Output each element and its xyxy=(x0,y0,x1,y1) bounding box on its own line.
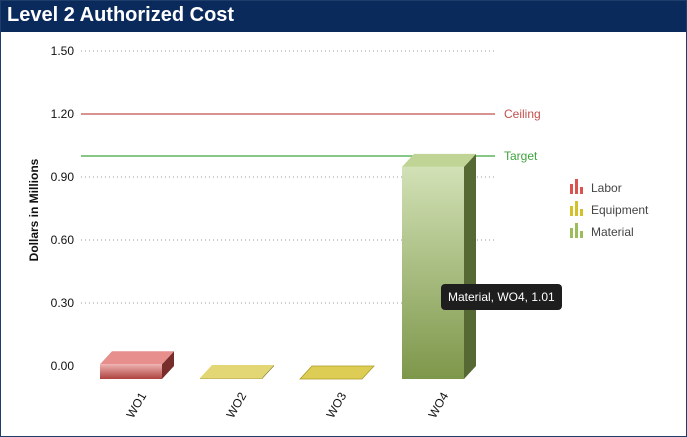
reference-line-label: Target xyxy=(504,149,538,163)
legend-swatch-bar xyxy=(570,206,573,216)
chart-title: Level 2 Authorized Cost xyxy=(7,4,235,26)
y-tick-label: 1.20 xyxy=(51,107,75,121)
bar-side xyxy=(162,351,174,379)
legend-swatch-bar xyxy=(580,209,583,216)
bar-equipment-wo2 xyxy=(200,377,262,379)
bar-top xyxy=(200,364,274,378)
legend-swatch-bar xyxy=(575,201,578,216)
bar-side xyxy=(464,153,476,379)
x-tick-label: WO2 xyxy=(223,390,249,421)
y-tick-label: 0.30 xyxy=(51,296,75,310)
bar-top xyxy=(299,365,375,380)
bar-top xyxy=(402,153,476,167)
legend-swatch-bar xyxy=(575,179,578,194)
bar-material-wo4 xyxy=(402,166,464,379)
legend-label: Material xyxy=(591,225,634,239)
y-tick-label: 0.00 xyxy=(51,359,75,373)
chart-tooltip: Material, WO4, 1.01 xyxy=(441,284,562,310)
y-axis-label: Dollars in Millions xyxy=(27,158,41,261)
legend-label: Labor xyxy=(591,181,622,195)
legend-swatch-bar xyxy=(570,228,573,238)
y-tick-label: 0.90 xyxy=(51,170,75,184)
legend-swatch-bar xyxy=(580,231,583,238)
reference-line-label: Ceiling xyxy=(504,107,541,121)
bar-labor-wo1 xyxy=(100,364,162,379)
bar-side xyxy=(262,364,274,379)
y-tick-label: 0.60 xyxy=(51,233,75,247)
legend-label: Equipment xyxy=(591,203,649,217)
x-tick-label: WO3 xyxy=(323,390,349,421)
y-tick-label: 1.50 xyxy=(51,44,75,58)
x-tick-label: WO1 xyxy=(123,390,149,421)
legend-swatch-bar xyxy=(570,184,573,194)
panel-header: Level 2 Authorized Cost xyxy=(1,1,686,32)
legend-swatch-bar xyxy=(580,187,583,194)
x-tick-label: WO4 xyxy=(425,390,451,421)
bar-top xyxy=(100,351,174,365)
legend-swatch-bar xyxy=(575,223,578,238)
